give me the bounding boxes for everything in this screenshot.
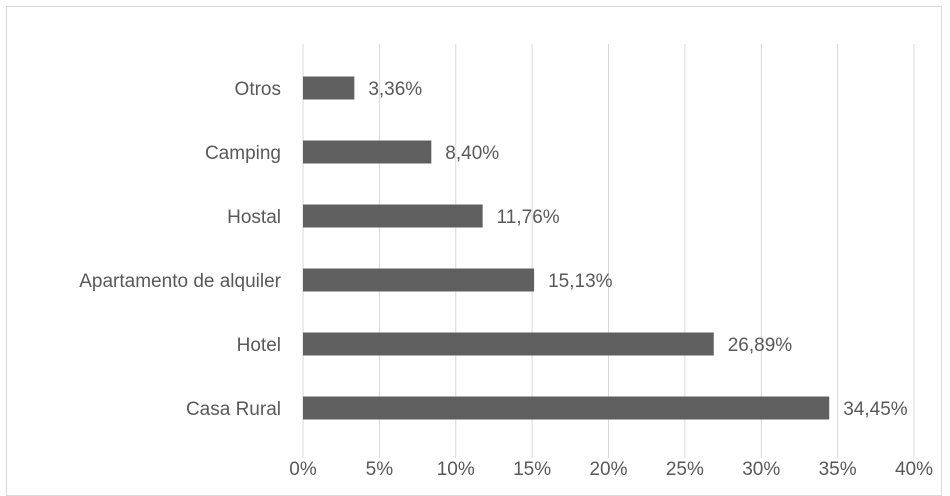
x-tick-label-0: 0% [289, 459, 317, 480]
value-label-4: 8,40% [445, 143, 499, 164]
bar-2 [303, 268, 535, 292]
category-label-5: Otros [235, 79, 281, 100]
category-label-4: Camping [205, 143, 281, 164]
x-tick-label-3: 15% [513, 459, 551, 480]
x-tick-label-4: 20% [589, 459, 627, 480]
value-label-0: 34,45% [843, 399, 908, 420]
value-label-5: 3,36% [368, 79, 422, 100]
bar-3 [303, 204, 483, 228]
x-tick-label-2: 10% [437, 459, 475, 480]
bar-1 [303, 332, 714, 356]
x-tick-label-1: 5% [366, 459, 394, 480]
x-tick-label-5: 25% [666, 459, 704, 480]
x-tick-label-6: 30% [742, 459, 780, 480]
x-tick-label-8: 40% [895, 459, 933, 480]
category-label-0: Casa Rural [186, 399, 281, 420]
bar-5 [303, 76, 355, 100]
category-label-3: Hostal [227, 207, 281, 228]
value-label-1: 26,89% [728, 335, 793, 356]
bar-4 [303, 140, 432, 164]
category-label-1: Hotel [237, 335, 281, 356]
category-label-2: Apartamento de alquiler [79, 271, 281, 292]
value-label-2: 15,13% [548, 271, 613, 292]
bar-0 [303, 396, 830, 420]
value-label-3: 11,76% [497, 207, 560, 228]
x-tick-label-7: 35% [819, 459, 857, 480]
